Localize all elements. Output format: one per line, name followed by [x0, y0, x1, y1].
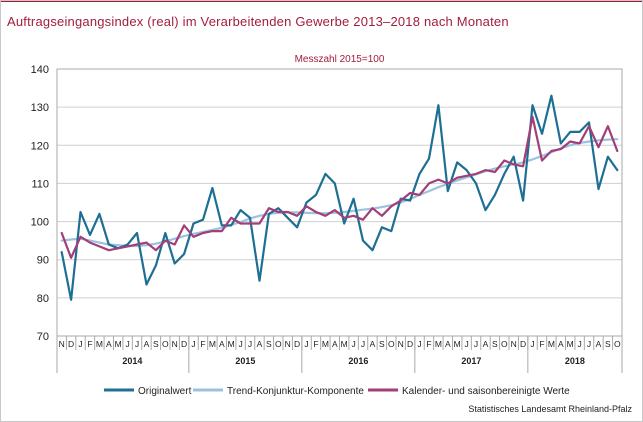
- x-month-label: A: [144, 339, 150, 349]
- x-month-label: M: [567, 339, 574, 349]
- x-month-label: J: [587, 339, 591, 349]
- x-month-label: M: [322, 339, 329, 349]
- series-line-1: [60, 138, 619, 248]
- x-month-label: S: [379, 339, 385, 349]
- x-month-label: F: [200, 339, 205, 349]
- x-month-label: J: [191, 339, 195, 349]
- series-line-2: [60, 115, 619, 259]
- x-month-label: J: [239, 339, 243, 349]
- x-month-label: A: [596, 339, 602, 349]
- x-month-label: A: [219, 339, 225, 349]
- x-year-label: 2016: [348, 356, 368, 366]
- y-tick-label: 100: [31, 217, 49, 229]
- x-month-label: M: [454, 339, 461, 349]
- x-month-label: J: [78, 339, 82, 349]
- x-month-label: M: [341, 339, 348, 349]
- x-year-label: 2014: [122, 356, 142, 366]
- x-month-label: J: [578, 339, 582, 349]
- x-month-label: M: [115, 339, 122, 349]
- chart-subtitle: Messzahl 2015=100: [295, 54, 385, 65]
- x-month-label: O: [388, 339, 395, 349]
- x-month-label: N: [59, 339, 65, 349]
- x-month-label: J: [361, 339, 365, 349]
- source-note: Statistisches Landesamt Rheinland-Pfalz: [468, 404, 632, 414]
- x-month-label: J: [248, 339, 252, 349]
- x-month-label: A: [483, 339, 489, 349]
- legend-label: Kalender- und saisonbereinigte Werte: [402, 386, 570, 397]
- x-month-label: O: [614, 339, 621, 349]
- x-month-label: A: [257, 339, 263, 349]
- x-month-label: J: [304, 339, 308, 349]
- x-month-label: A: [445, 339, 451, 349]
- x-month-label: D: [181, 339, 187, 349]
- x-month-label: D: [407, 339, 413, 349]
- x-month-label: N: [398, 339, 404, 349]
- x-month-label: J: [465, 339, 469, 349]
- chart-title: Auftragseingangsindex (real) im Verarbei…: [7, 14, 509, 29]
- x-month-label: S: [492, 339, 498, 349]
- x-month-label: A: [332, 339, 338, 349]
- x-month-label: M: [96, 339, 103, 349]
- y-tick-label: 130: [31, 102, 49, 114]
- x-month-label: M: [548, 339, 555, 349]
- x-month-label: F: [313, 339, 318, 349]
- y-tick-label: 70: [37, 331, 49, 343]
- x-month-label: D: [520, 339, 526, 349]
- series-line-0: [60, 94, 619, 301]
- y-tick-label: 110: [31, 178, 49, 190]
- x-month-label: F: [539, 339, 544, 349]
- x-month-label: M: [209, 339, 216, 349]
- x-month-label: S: [153, 339, 159, 349]
- x-month-label: F: [87, 339, 92, 349]
- title-rule: [1, 1, 642, 2]
- x-month-label: D: [294, 339, 300, 349]
- x-month-label: O: [275, 339, 282, 349]
- legend-label: Trend-Konjunktur-Komponente: [227, 386, 364, 397]
- x-month-label: A: [370, 339, 376, 349]
- legend-label: Originalwert: [138, 386, 192, 397]
- x-year-label: 2018: [565, 356, 585, 366]
- x-month-label: M: [228, 339, 235, 349]
- x-month-label: J: [474, 339, 478, 349]
- x-month-label: D: [68, 339, 74, 349]
- x-month-label: A: [558, 339, 564, 349]
- x-year-label: 2017: [461, 356, 481, 366]
- x-month-label: O: [162, 339, 169, 349]
- y-tick-label: 140: [31, 64, 49, 76]
- x-month-label: A: [106, 339, 112, 349]
- x-month-label: S: [605, 339, 611, 349]
- x-month-label: J: [135, 339, 139, 349]
- x-month-label: M: [435, 339, 442, 349]
- x-month-label: N: [172, 339, 178, 349]
- y-tick-label: 80: [37, 293, 49, 305]
- x-month-label: F: [426, 339, 431, 349]
- x-month-label: S: [266, 339, 272, 349]
- x-month-label: J: [417, 339, 421, 349]
- x-month-label: N: [285, 339, 291, 349]
- x-month-label: N: [511, 339, 517, 349]
- y-tick-label: 90: [37, 255, 49, 267]
- x-month-label: J: [126, 339, 130, 349]
- x-month-label: J: [352, 339, 356, 349]
- x-year-label: 2015: [235, 356, 255, 366]
- x-month-label: O: [501, 339, 508, 349]
- x-month-label: J: [530, 339, 534, 349]
- y-tick-label: 120: [31, 140, 49, 152]
